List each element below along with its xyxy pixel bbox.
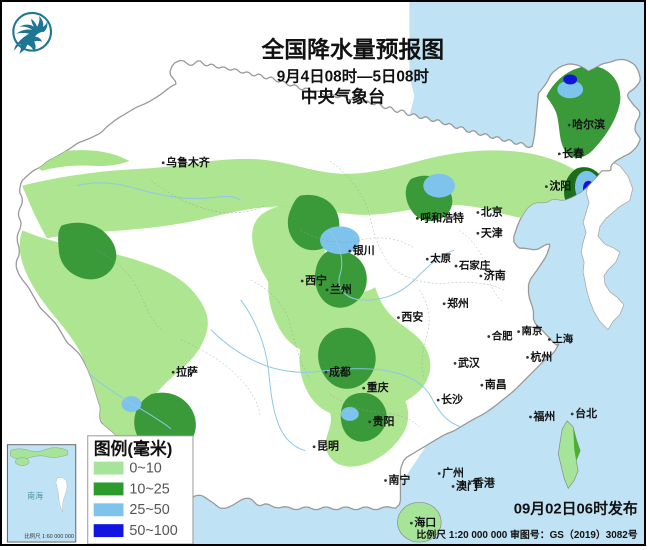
svg-text:济南: 济南: [484, 268, 506, 282]
svg-text:重庆: 重庆: [367, 380, 389, 394]
svg-text:太原: 太原: [429, 252, 451, 265]
svg-text:福州: 福州: [532, 409, 555, 423]
svg-text:银川: 银川: [353, 243, 375, 257]
svg-text:杭州: 杭州: [530, 349, 552, 363]
svg-text:南昌: 南昌: [485, 377, 507, 391]
svg-text:拉萨: 拉萨: [176, 364, 198, 378]
svg-text:西宁: 西宁: [305, 273, 327, 287]
svg-text:50~100: 50~100: [129, 523, 177, 539]
svg-text:呼和浩特: 呼和浩特: [420, 210, 464, 224]
svg-text:09月02日06时发布: 09月02日06时发布: [514, 499, 638, 517]
svg-text:9月4日08时—5日08时: 9月4日08时—5日08时: [277, 67, 430, 85]
svg-text:长沙: 长沙: [441, 392, 463, 406]
svg-text:哈尔滨: 哈尔滨: [572, 117, 605, 131]
svg-text:西安: 西安: [401, 310, 423, 324]
svg-text:全国降水量预报图: 全国降水量预报图: [260, 37, 444, 63]
svg-text:郑州: 郑州: [447, 296, 469, 310]
svg-text:图例(毫米): 图例(毫米): [94, 439, 173, 459]
svg-text:香港: 香港: [472, 475, 496, 489]
svg-text:比例尺 1:20 000 000 审图号：GS（201: 比例尺 1:20 000 000 审图号：GS（2019）3082号: [416, 528, 637, 541]
svg-text:海口: 海口: [414, 515, 436, 529]
svg-text:昆明: 昆明: [317, 440, 339, 453]
svg-text:25~50: 25~50: [129, 502, 169, 518]
svg-text:贵阳: 贵阳: [373, 414, 395, 428]
svg-text:南京: 南京: [522, 325, 543, 338]
svg-text:兰州: 兰州: [330, 282, 352, 296]
svg-text:台北: 台北: [575, 406, 597, 420]
svg-text:比例尺 1:60 000 000: 比例尺 1:60 000 000: [24, 532, 74, 540]
svg-text:沈阳: 沈阳: [549, 179, 571, 193]
svg-text:广州: 广州: [442, 466, 464, 480]
svg-text:天津: 天津: [481, 225, 503, 239]
svg-text:北京: 北京: [481, 204, 503, 218]
svg-text:长春: 长春: [562, 146, 584, 160]
svg-text:上海: 上海: [552, 333, 573, 346]
svg-text:乌鲁木齐: 乌鲁木齐: [166, 155, 210, 169]
svg-text:0~10: 0~10: [129, 461, 161, 477]
svg-text:武汉: 武汉: [458, 355, 480, 369]
svg-text:10~25: 10~25: [129, 481, 169, 497]
svg-text:成都: 成都: [329, 364, 351, 378]
svg-text:南海: 南海: [27, 490, 43, 500]
svg-text:合肥: 合肥: [491, 330, 513, 343]
svg-text:中央气象台: 中央气象台: [301, 86, 385, 106]
svg-text:南宁: 南宁: [389, 472, 411, 486]
